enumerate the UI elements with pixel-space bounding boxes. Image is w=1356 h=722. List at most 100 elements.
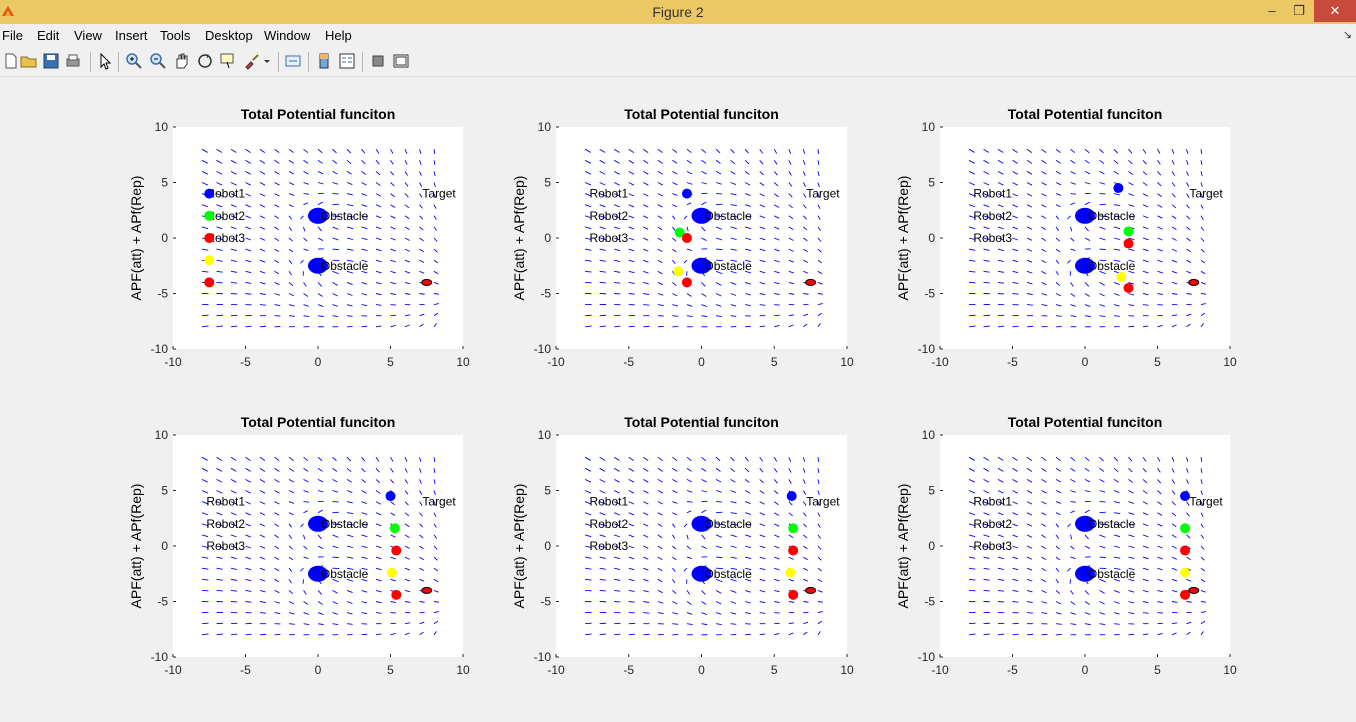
field-arrow — [245, 567, 252, 571]
field-arrow — [288, 579, 292, 584]
field-arrow — [803, 323, 808, 328]
field-arrow — [303, 545, 308, 550]
target-marker — [805, 586, 817, 594]
data-cursor-icon[interactable] — [219, 52, 237, 70]
menu-help[interactable]: Help — [325, 28, 352, 43]
field-arrow — [288, 215, 293, 220]
field-arrow — [1012, 171, 1018, 175]
field-arrow — [686, 304, 693, 307]
field-arrow — [1171, 259, 1178, 263]
field-arrow — [433, 281, 439, 285]
field-arrow — [1128, 293, 1135, 296]
zoom-in-icon[interactable] — [125, 52, 143, 70]
field-arrow — [1113, 226, 1121, 230]
minimize-button[interactable]: – — [1268, 3, 1276, 18]
field-arrow — [599, 490, 606, 494]
field-arrow — [274, 589, 280, 594]
field-arrow — [375, 182, 381, 186]
field-arrow — [303, 556, 309, 559]
field-arrow — [730, 204, 737, 207]
rotate-3d-icon[interactable] — [196, 52, 214, 70]
field-arrow — [375, 171, 381, 176]
field-arrow — [361, 578, 368, 582]
field-arrow — [584, 204, 592, 208]
field-arrow — [1026, 490, 1033, 494]
field-arrow — [1171, 457, 1175, 462]
x-tick-label: -10 — [547, 355, 565, 369]
field-arrow — [1070, 159, 1076, 164]
field-arrow — [614, 633, 621, 636]
field-arrow — [404, 468, 408, 473]
field-arrow — [1070, 467, 1076, 472]
field-arrow — [245, 281, 252, 284]
link-plot-icon[interactable] — [284, 52, 302, 70]
field-arrow — [1171, 601, 1178, 603]
show-plot-tools-icon[interactable] — [392, 52, 410, 70]
field-arrow — [1128, 612, 1135, 615]
field-arrow — [245, 148, 251, 153]
field-arrow — [259, 171, 266, 175]
brush-icon[interactable] — [243, 52, 261, 70]
insert-legend-icon[interactable] — [338, 52, 356, 70]
menu-file[interactable]: File — [2, 28, 23, 43]
field-arrow — [230, 204, 237, 208]
field-arrow — [1157, 479, 1162, 484]
save-icon[interactable] — [42, 52, 60, 70]
pointer-icon[interactable] — [96, 52, 114, 70]
insert-colorbar-icon[interactable] — [315, 52, 333, 70]
field-arrow — [628, 479, 635, 483]
field-arrow — [1084, 315, 1091, 318]
field-arrow — [404, 512, 410, 517]
menu-insert[interactable]: Insert — [115, 28, 148, 43]
hide-plot-tools-icon[interactable] — [369, 52, 387, 70]
field-arrow — [259, 226, 266, 230]
field-arrow — [1012, 567, 1019, 571]
field-arrow — [1200, 281, 1206, 285]
field-arrow — [1186, 323, 1191, 328]
menu-tools[interactable]: Tools — [160, 28, 191, 43]
field-arrow — [1200, 589, 1206, 593]
menu-window[interactable]: Window — [264, 28, 311, 43]
field-arrow — [585, 270, 592, 273]
new-figure-icon[interactable] — [2, 52, 20, 70]
field-arrow — [1070, 545, 1075, 550]
menu-overflow-icon[interactable]: ↘ — [1342, 29, 1352, 41]
field-arrow — [404, 479, 409, 484]
field-arrow — [686, 456, 692, 462]
field-arrow — [672, 282, 677, 287]
field-arrow — [1113, 204, 1121, 207]
brush-dropdown-icon[interactable] — [262, 52, 272, 70]
field-arrow — [317, 534, 322, 540]
field-arrow — [230, 523, 237, 527]
field-arrow — [1113, 501, 1120, 504]
menu-edit[interactable]: Edit — [37, 28, 60, 43]
open-file-icon[interactable] — [20, 52, 38, 70]
zoom-out-icon[interactable] — [149, 52, 167, 70]
field-arrow — [643, 237, 649, 241]
menu-view[interactable]: View — [74, 28, 102, 43]
field-arrow — [274, 567, 280, 572]
field-arrow — [584, 215, 592, 219]
print-icon[interactable] — [64, 52, 82, 70]
field-arrow — [701, 534, 706, 540]
field-arrow — [361, 293, 368, 296]
field-arrow — [672, 171, 678, 175]
menu-desktop[interactable]: Desktop — [205, 28, 253, 43]
close-button[interactable]: ✕ — [1314, 0, 1356, 22]
pan-hand-icon[interactable] — [172, 52, 190, 70]
maximize-button[interactable]: ❐ — [1293, 3, 1305, 18]
field-arrow — [1055, 545, 1060, 550]
field-arrow — [683, 259, 688, 264]
field-arrow — [788, 468, 792, 473]
field-arrow — [1012, 193, 1018, 197]
field-arrow — [288, 193, 295, 196]
field-arrow — [968, 325, 976, 328]
field-arrow — [1186, 468, 1189, 473]
